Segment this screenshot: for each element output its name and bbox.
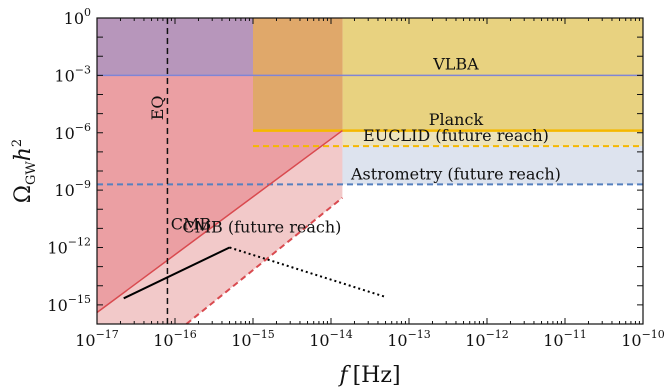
- x-tick-label: 10−16: [153, 328, 197, 350]
- ticks-layer: [96, 17, 644, 325]
- series-cmb_future_line: [185, 196, 344, 325]
- x-axis-label: f [Hz]: [337, 363, 400, 388]
- series-signal_solid: [123, 246, 230, 300]
- regions-layer: [97, 18, 643, 324]
- y-tick-label: 100: [64, 6, 91, 28]
- y-tick-label: 10−15: [47, 293, 91, 315]
- x-tick-label: 10−13: [387, 328, 431, 350]
- region-orange_overlap: [253, 18, 343, 131]
- region-purple_overlap: [97, 18, 253, 76]
- region-euclid: [253, 130, 643, 147]
- x-tick-label: 10−14: [309, 328, 353, 350]
- annotation-label: CMB: [171, 214, 211, 233]
- y-tick-label: 10−9: [54, 178, 91, 200]
- series-layer: [96, 18, 643, 325]
- x-tick-label: 10−11: [543, 328, 587, 350]
- series-signal_dotted: [229, 246, 386, 298]
- annotation-label: EUCLID (future reach): [363, 126, 549, 145]
- x-tick-label: 10−17: [75, 328, 119, 350]
- annotation-label: Astrometry (future reach): [350, 164, 561, 183]
- x-tick-label: 10−15: [231, 328, 275, 350]
- tick-labels-layer: 10−17 10−16 10−15 10−14 10−13 10−12 10−11 10−10…: [47, 6, 664, 350]
- x-tick-label: 10−10: [621, 328, 665, 350]
- y-tick-label: 10−6: [54, 121, 91, 143]
- x-tick-label: 10−12: [465, 328, 509, 350]
- annotation-label: Planck: [429, 110, 484, 129]
- series-cmb_line: [96, 129, 343, 314]
- y-tick-label: 10−3: [54, 63, 91, 85]
- y-tick-label: 10−12: [47, 236, 91, 258]
- annotation-label: VLBA: [432, 55, 479, 74]
- y-axis-label: ΩGWh2: [10, 139, 39, 203]
- region-planck: [253, 18, 643, 131]
- annotation-label: CMB (future reach): [182, 218, 341, 237]
- annotation-label: EQ: [148, 95, 167, 120]
